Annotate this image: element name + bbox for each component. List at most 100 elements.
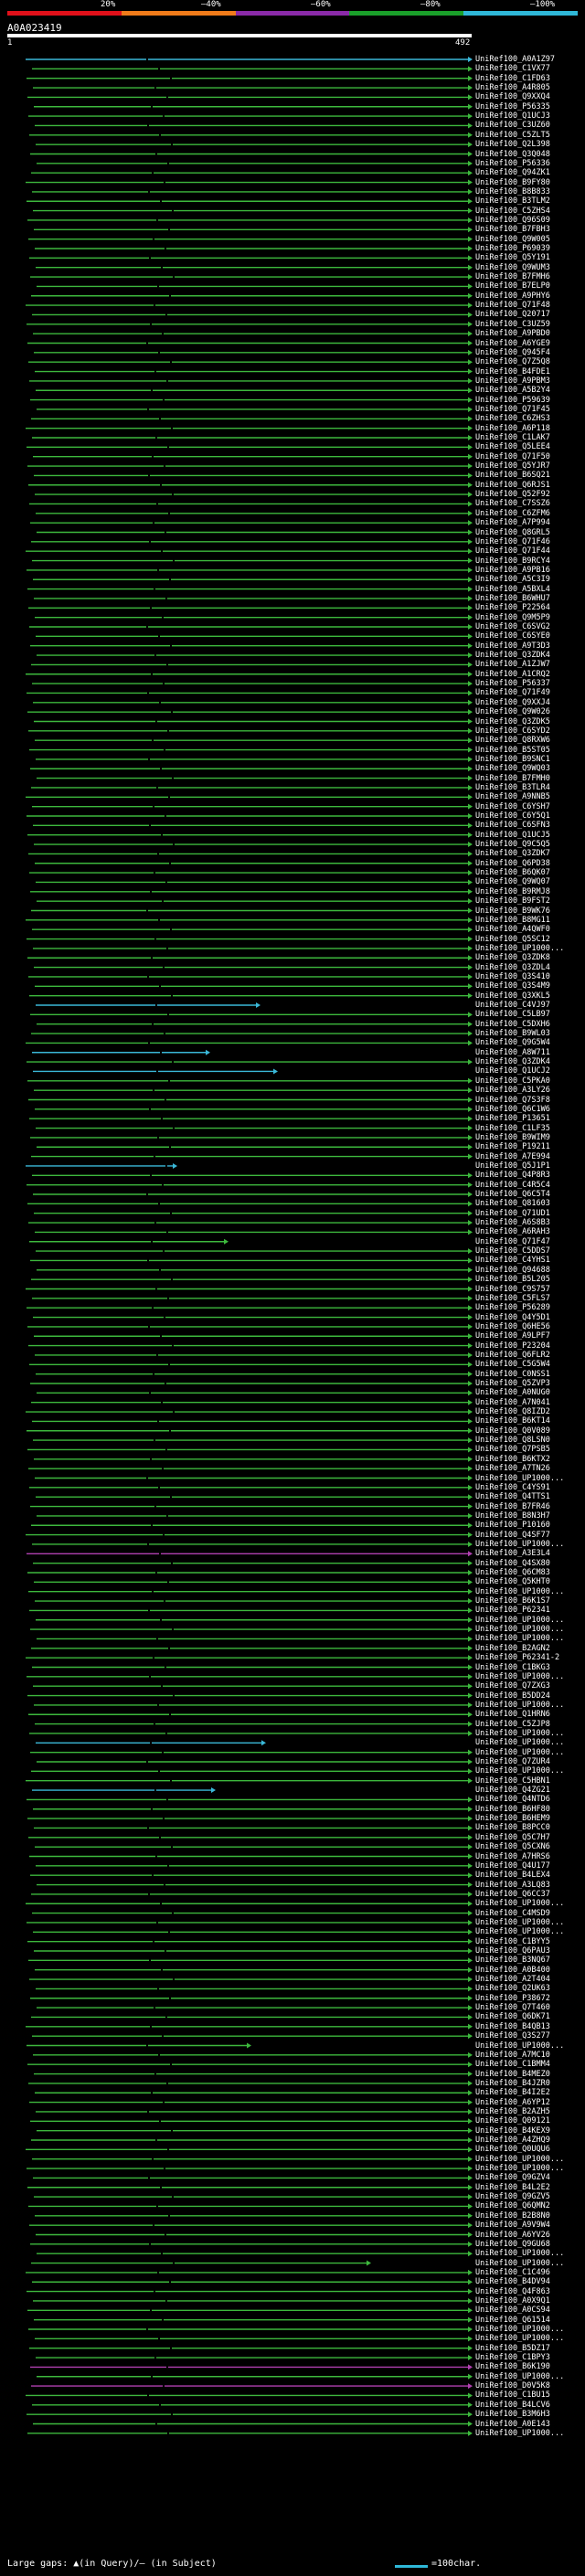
hit-label[interactable]: UniRef100_Q96S09 xyxy=(475,215,550,225)
hit-label[interactable]: UniRef100_C1BMM4 xyxy=(475,2060,550,2070)
hit-label[interactable]: UniRef100_Q94ZK1 xyxy=(475,168,550,178)
hit-label[interactable]: UniRef100_B6KTX2 xyxy=(475,1454,550,1464)
hit-label[interactable]: UniRef100_Q5CXN6 xyxy=(475,1842,550,1852)
hit-label[interactable]: UniRef100_B9WL03 xyxy=(475,1029,550,1039)
hit-label[interactable]: UniRef100_B7FMH0 xyxy=(475,773,550,783)
hit-label[interactable]: UniRef100_B9SNC1 xyxy=(475,754,550,764)
hit-label[interactable]: UniRef100_A9PBD0 xyxy=(475,329,550,339)
hit-label[interactable]: UniRef100_Q3S4M9 xyxy=(475,981,550,991)
hit-label[interactable]: UniRef100_Q9W005 xyxy=(475,234,550,244)
hit-label[interactable]: UniRef100_B7FMH6 xyxy=(475,272,550,282)
hit-label[interactable]: UniRef100_P56335 xyxy=(475,101,550,111)
hit-label[interactable]: UniRef100_Q71F48 xyxy=(475,301,550,311)
hit-label[interactable]: UniRef100_B7FR46 xyxy=(475,1501,550,1511)
hit-label[interactable]: UniRef100_C1LF35 xyxy=(475,1123,550,1133)
hit-label[interactable]: UniRef100_A8W711 xyxy=(475,1047,550,1057)
hit-label[interactable]: UniRef100_Q5C7H7 xyxy=(475,1832,550,1842)
hit-label[interactable]: UniRef100_B8B833 xyxy=(475,186,550,196)
hit-label[interactable]: UniRef100_B2B8N0 xyxy=(475,2210,550,2221)
hit-label[interactable]: UniRef100_Q7ZXG3 xyxy=(475,1681,550,1691)
hit-label[interactable]: UniRef100_C1FD63 xyxy=(475,73,550,83)
hit-label[interactable]: UniRef100_C1LAK7 xyxy=(475,433,550,442)
hit-label[interactable]: UniRef100_Q5ZVP3 xyxy=(475,1379,550,1388)
hit-label[interactable]: UniRef100_Q6PD38 xyxy=(475,858,550,868)
hit-label[interactable]: UniRef100_C6SVG2 xyxy=(475,622,550,631)
hit-label[interactable]: UniRef100_P59639 xyxy=(475,395,550,405)
hit-label[interactable]: UniRef100_A9PHY6 xyxy=(475,291,550,301)
hit-label[interactable]: UniRef100_Q9WUM3 xyxy=(475,262,550,272)
hit-label[interactable]: UniRef100_B4LEX4 xyxy=(475,1871,550,1881)
hit-label[interactable]: UniRef100_B3NQ67 xyxy=(475,1956,550,1966)
hit-label[interactable]: UniRef100_C5ZHS4 xyxy=(475,206,550,216)
hit-label[interactable]: UniRef100_UP1000... xyxy=(475,2154,565,2164)
hit-label[interactable]: UniRef100_Q3ZDK4 xyxy=(475,1057,550,1067)
hit-label[interactable]: UniRef100_A4R805 xyxy=(475,83,550,93)
hit-label[interactable]: UniRef100_C6ZFM6 xyxy=(475,508,550,518)
hit-label[interactable]: UniRef100_B8PCC0 xyxy=(475,1823,550,1833)
hit-label[interactable]: UniRef100_C6SYE0 xyxy=(475,631,550,641)
hit-label[interactable]: UniRef100_Q6PAU3 xyxy=(475,1946,550,1956)
hit-label[interactable]: UniRef100_UP1000... xyxy=(475,1625,565,1635)
hit-label[interactable]: UniRef100_Q9XXQ4 xyxy=(475,92,550,102)
hit-label[interactable]: UniRef100_C9S757 xyxy=(475,1284,550,1294)
hit-label[interactable]: UniRef100_Q4SF77 xyxy=(475,1530,550,1540)
hit-label[interactable]: UniRef100_Q3S410 xyxy=(475,971,550,981)
hit-label[interactable]: UniRef100_A0B400 xyxy=(475,1965,550,1975)
hit-label[interactable]: UniRef100_P62341-2 xyxy=(475,1653,560,1663)
hit-label[interactable]: UniRef100_P56336 xyxy=(475,158,550,168)
hit-label[interactable]: UniRef100_C5PKA0 xyxy=(475,1076,550,1086)
hit-label[interactable]: UniRef100_Q9XXJ4 xyxy=(475,697,550,707)
hit-label[interactable]: UniRef100_C5DXH6 xyxy=(475,1019,550,1029)
hit-label[interactable]: UniRef100_C6SYD2 xyxy=(475,726,550,736)
hit-label[interactable]: UniRef100_Q7T460 xyxy=(475,2003,550,2013)
hit-label[interactable]: UniRef100_UP1000... xyxy=(475,2258,565,2268)
hit-label[interactable]: UniRef100_Q3XKL5 xyxy=(475,991,550,1001)
hit-label[interactable]: UniRef100_B3TLR4 xyxy=(475,782,550,792)
hit-label[interactable]: UniRef100_UP1000... xyxy=(475,2041,565,2051)
hit-label[interactable]: UniRef100_UP1000... xyxy=(475,1747,565,1757)
hit-label[interactable]: UniRef100_B4LCV6 xyxy=(475,2400,550,2410)
hit-label[interactable]: UniRef100_Q5J1P1 xyxy=(475,1161,550,1171)
hit-label[interactable]: UniRef100_B9FST2 xyxy=(475,896,550,906)
hit-label[interactable]: UniRef100_Q6C1W6 xyxy=(475,1104,550,1114)
hit-label[interactable]: UniRef100_Q9G5W4 xyxy=(475,1038,550,1048)
hit-label[interactable]: UniRef100_Q6QMN2 xyxy=(475,2201,550,2211)
hit-label[interactable]: UniRef100_B4KEX9 xyxy=(475,2125,550,2136)
hit-label[interactable]: UniRef100_Q20717 xyxy=(475,310,550,320)
hit-label[interactable]: UniRef100_UP1000... xyxy=(475,1615,565,1625)
hit-label[interactable]: UniRef100_Q8LSN0 xyxy=(475,1436,550,1446)
hit-label[interactable]: UniRef100_Q1UCJ5 xyxy=(475,830,550,840)
hit-label[interactable]: UniRef100_Q2L398 xyxy=(475,140,550,150)
hit-label[interactable]: UniRef100_Q7Z5Q8 xyxy=(475,357,550,367)
hit-label[interactable]: UniRef100_B6HF80 xyxy=(475,1804,550,1814)
hit-label[interactable]: UniRef100_B4JZR0 xyxy=(475,2078,550,2088)
hit-label[interactable]: UniRef100_Q9WQ07 xyxy=(475,877,550,887)
hit-label[interactable]: UniRef100_Q9C5Q5 xyxy=(475,840,550,850)
hit-label[interactable]: UniRef100_UP1000... xyxy=(475,2371,565,2381)
hit-label[interactable]: UniRef100_Q4Y5D1 xyxy=(475,1312,550,1322)
hit-label[interactable]: UniRef100_UP1000... xyxy=(475,1539,565,1549)
hit-label[interactable]: UniRef100_C5FLS7 xyxy=(475,1293,550,1303)
hit-label[interactable]: UniRef100_UP1000... xyxy=(475,2428,565,2438)
hit-label[interactable]: UniRef100_Q6RJS1 xyxy=(475,480,550,490)
hit-label[interactable]: UniRef100_Q9W026 xyxy=(475,707,550,717)
hit-label[interactable]: UniRef100_A4QWF0 xyxy=(475,925,550,935)
hit-label[interactable]: UniRef100_Q6DK71 xyxy=(475,2012,550,2022)
hit-label[interactable]: UniRef100_A0CS94 xyxy=(475,2306,550,2316)
hit-label[interactable]: UniRef100_Q4TTS1 xyxy=(475,1492,550,1502)
hit-label[interactable]: UniRef100_A2T404 xyxy=(475,1975,550,1985)
hit-label[interactable]: UniRef100_A6YV26 xyxy=(475,2230,550,2240)
hit-label[interactable]: UniRef100_B5DD24 xyxy=(475,1691,550,1701)
hit-label[interactable]: UniRef100_UP1000... xyxy=(475,1728,565,1738)
hit-label[interactable]: UniRef100_P56289 xyxy=(475,1303,550,1313)
hit-label[interactable]: UniRef100_A0NUG0 xyxy=(475,1388,550,1398)
hit-label[interactable]: UniRef100_Q5YJR7 xyxy=(475,461,550,472)
hit-label[interactable]: UniRef100_A6P118 xyxy=(475,423,550,433)
hit-label[interactable]: UniRef100_C5DDS7 xyxy=(475,1246,550,1256)
hit-label[interactable]: UniRef100_C6Y5Q1 xyxy=(475,811,550,821)
hit-label[interactable]: UniRef100_A7HRS6 xyxy=(475,1851,550,1861)
hit-label[interactable]: UniRef100_Q4ZG21 xyxy=(475,1786,550,1796)
hit-label[interactable]: UniRef100_Q7ZUR4 xyxy=(475,1757,550,1766)
hit-label[interactable]: UniRef100_Q71F47 xyxy=(475,1236,550,1246)
hit-label[interactable]: UniRef100_A6YP12 xyxy=(475,2097,550,2107)
